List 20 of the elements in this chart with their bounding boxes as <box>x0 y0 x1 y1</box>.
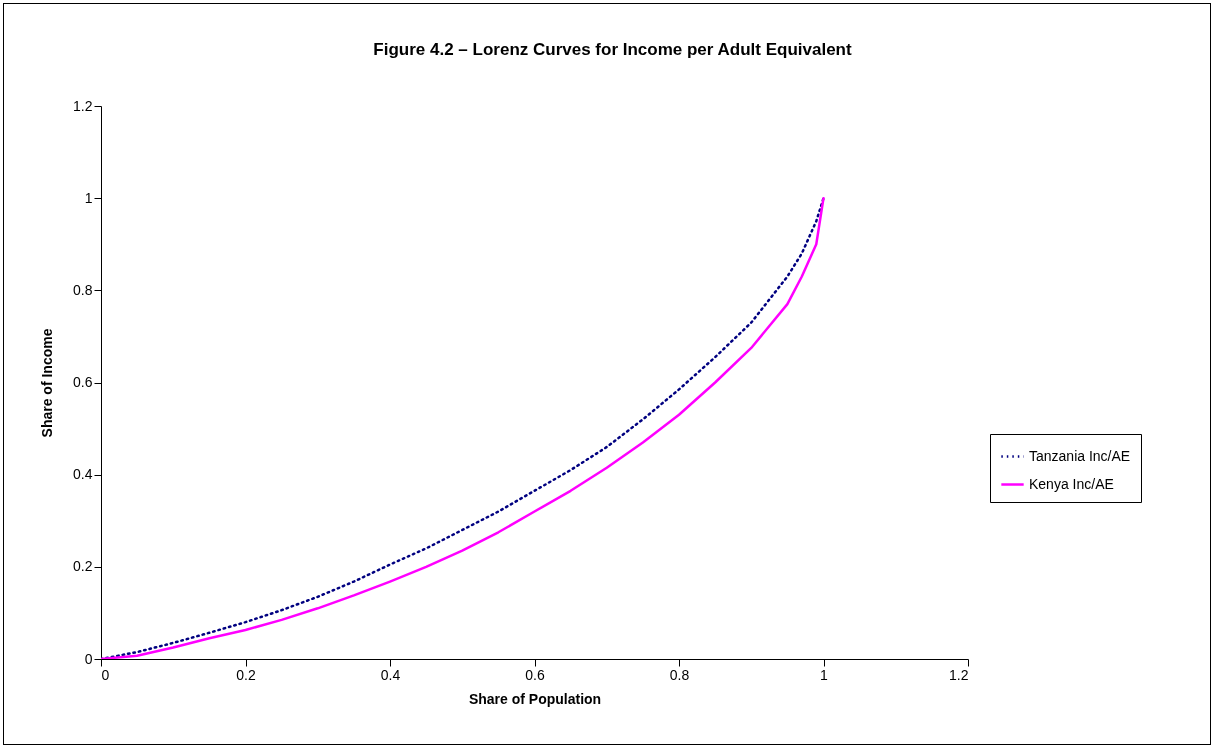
x-tick-label: 0.6 <box>525 666 545 683</box>
x-axis-title: Share of Population <box>468 690 602 707</box>
x-tick-label: 0.4 <box>380 666 401 683</box>
y-tick-label: 0 <box>84 650 93 667</box>
legend-label: Kenya Inc/AE <box>1029 475 1114 492</box>
x-tick-label: 1.2 <box>949 666 969 683</box>
y-tick-label: 0.6 <box>73 374 93 390</box>
x-tick-label: 0.8 <box>669 666 690 683</box>
x-tick-label: 0.2 <box>236 666 256 683</box>
x-tick-label: 1 <box>820 666 829 683</box>
y-tick-label: 0.4 <box>73 466 93 483</box>
chart-title: Figure 4.2 – Lorenz Curves for Income per Adult Equivalent <box>373 40 852 59</box>
y-axis-title: Share of Income <box>39 328 56 438</box>
x-tick-label: 0 <box>101 666 110 683</box>
y-tick-label: 0.8 <box>73 281 93 298</box>
line-series <box>101 196 825 659</box>
y-tick-label: 1 <box>84 189 93 206</box>
legend-label: Tanzania Inc/AE <box>1029 447 1131 464</box>
y-tick-label: 1.2 <box>73 97 93 114</box>
y-tick-label: 0.2 <box>73 558 93 575</box>
